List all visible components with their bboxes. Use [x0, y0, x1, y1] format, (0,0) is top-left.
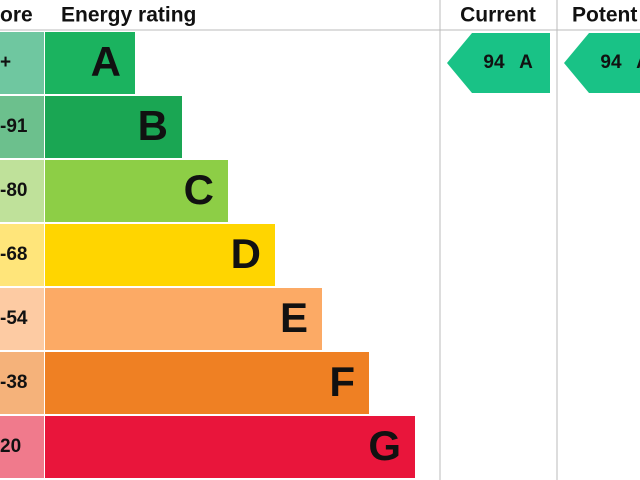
- rating-bar: [45, 32, 135, 94]
- score-range: -68: [0, 244, 27, 265]
- rating-bar: [45, 96, 182, 158]
- rating-bar: [45, 352, 369, 414]
- rating-bar: [45, 160, 228, 222]
- rating-bar: [45, 224, 275, 286]
- score-cell: [0, 96, 44, 158]
- current-indicator: 94 A: [447, 33, 550, 93]
- potential-letter: A: [636, 52, 640, 73]
- potential-header: Potent: [572, 4, 637, 27]
- score-header: ore: [0, 4, 33, 27]
- rating-bar: [45, 416, 415, 478]
- score-cell: [0, 32, 44, 94]
- current-letter: A: [519, 52, 533, 73]
- score-cell: [0, 160, 44, 222]
- band-letter: G: [368, 422, 401, 469]
- potential-arrow: [564, 33, 640, 93]
- band-letter: D: [231, 230, 261, 277]
- rating-header: Energy rating: [61, 4, 196, 27]
- potential-score: 94: [600, 52, 622, 73]
- score-range: 20: [0, 436, 21, 457]
- band-letter: A: [91, 38, 121, 85]
- score-range: -91: [0, 116, 28, 137]
- score-range: -54: [0, 308, 28, 329]
- current-score: 94: [483, 52, 505, 73]
- potential-indicator: 94 A: [564, 33, 640, 93]
- score-cell: [0, 288, 44, 350]
- current-arrow: [447, 33, 550, 93]
- score-cell: [0, 224, 44, 286]
- score-range: -80: [0, 180, 27, 201]
- rating-bar: [45, 288, 322, 350]
- score-range: +: [0, 52, 11, 73]
- current-header: Current: [460, 4, 536, 27]
- band-letter: E: [280, 294, 308, 341]
- band-letter: C: [184, 166, 214, 213]
- score-cell: [0, 416, 44, 478]
- band-letter: F: [329, 358, 355, 405]
- bands: + A -91 B -80 C -68 D -54 E -38 F 20 G: [0, 32, 415, 478]
- score-cell: [0, 352, 44, 414]
- band-letter: B: [138, 102, 168, 149]
- score-range: -38: [0, 372, 27, 393]
